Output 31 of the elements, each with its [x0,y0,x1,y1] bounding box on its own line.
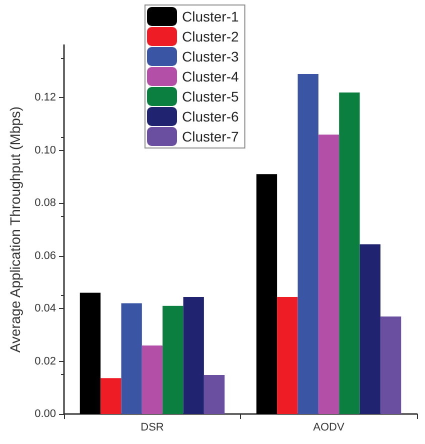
y-tick-label: 0.08 [34,197,56,210]
x-tick-label: DSR [140,422,164,434]
legend-label: Cluster-5 [182,88,240,104]
y-tick-label: 0.06 [34,250,56,262]
bar [318,134,340,414]
bar [256,174,278,414]
bar [80,292,101,414]
y-tick-label: 0.04 [34,302,56,315]
bar [100,378,122,414]
legend-label: Cluster-4 [182,68,240,84]
y-tick-label: 0.10 [34,144,56,156]
y-tick-label: 0.02 [34,355,56,368]
legend-label: Cluster-6 [182,108,240,124]
bar [142,345,163,414]
bar [380,316,402,414]
x-tick-label: AODV [313,422,345,434]
legend-label: Cluster-1 [182,8,240,24]
y-tick-label: 0.12 [34,92,56,104]
bar [277,296,298,414]
legend-label: Cluster-2 [182,28,240,44]
bar [339,92,360,414]
legend-label: Cluster-7 [182,128,240,144]
bar [162,306,184,414]
y-tick-label: 0.00 [34,408,56,420]
legend-label: Cluster-3 [182,48,240,64]
y-axis-title: Average Application Throughput (Mbps) [7,106,23,353]
bar [298,74,318,414]
bar [121,303,142,414]
bar [360,244,380,414]
bar [204,374,225,414]
bar [183,296,204,414]
